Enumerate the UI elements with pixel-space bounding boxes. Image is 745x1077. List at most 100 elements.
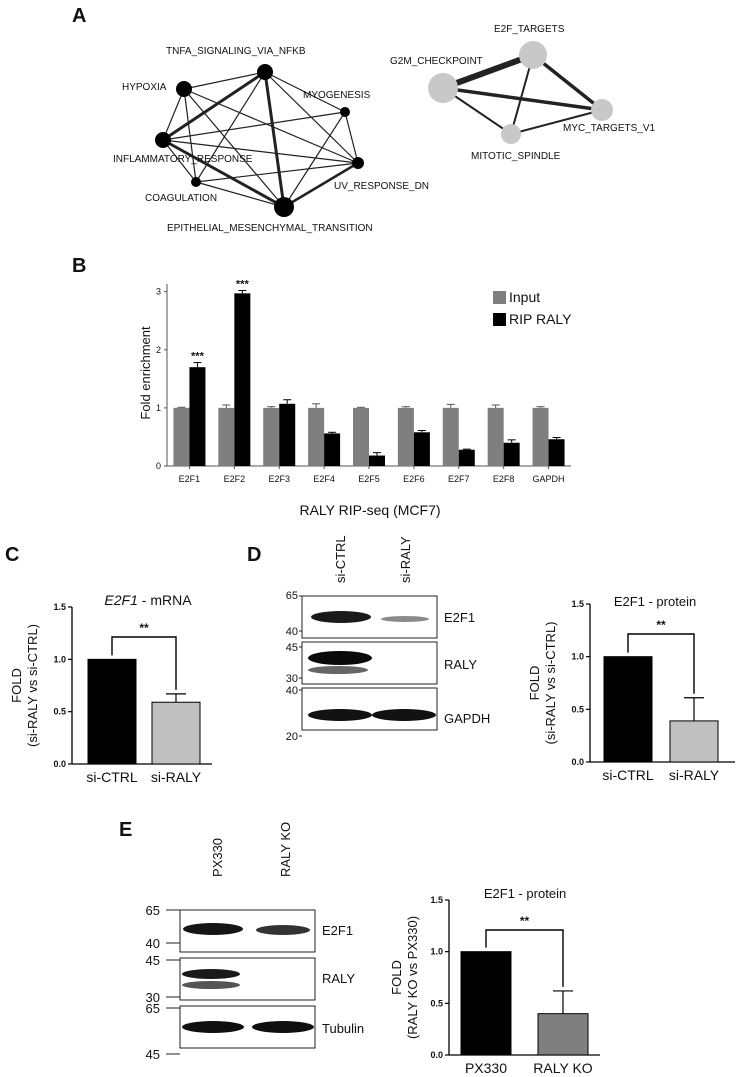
marker-e-45b: 45 (146, 1047, 160, 1062)
x-tick-label-b: E2F4 (313, 474, 335, 484)
node-label-tnfa: TNFA_SIGNALING_VIA_NFKB (166, 46, 306, 57)
chart-e: E2F1 - protein 0.0 0.5 1.0 1.5 FOLD (RALY KO v… (389, 886, 600, 1076)
bar-b (487, 407, 504, 466)
bar-b (308, 407, 325, 466)
panel-label-a: A (72, 5, 86, 27)
blot-e: PX330 RALY KO 65 40 45 30 65 45 E2F1 (146, 822, 365, 1062)
x-tick-label-c: si-RALY (151, 769, 202, 785)
bar-d (603, 656, 653, 763)
y-tick-label-d: 1.0 (571, 652, 584, 662)
x-tick-label-b: E2F3 (268, 474, 290, 484)
x-tick-label-c: si-CTRL (86, 769, 138, 785)
node-label-myc-targets: MYC_TARGETS_V1 (563, 123, 655, 134)
bar-e (460, 951, 512, 1056)
x-tick-label-b: E2F6 (403, 474, 425, 484)
x-tick-label-d: si-RALY (669, 767, 720, 783)
node-label-hypoxia: HYPOXIA (122, 82, 167, 93)
lane-label-px330: PX330 (210, 838, 225, 877)
bar-b (189, 367, 206, 466)
marker-d-40b: 40 (286, 685, 298, 697)
bar-c (151, 701, 201, 765)
band-d-raly-ctrl-lower (308, 666, 368, 674)
node-label-e2f-targets: E2F_TARGETS (494, 24, 565, 35)
y-axis-label-line1-e: FOLD (389, 960, 404, 995)
network-left-nodes (155, 64, 364, 217)
y-tick-label-c: 1.5 (53, 602, 66, 612)
bar-b (279, 403, 296, 466)
lane-label-raly-ko: RALY KO (278, 822, 293, 877)
marker-d-40a: 40 (286, 626, 298, 638)
bar-b (369, 455, 385, 466)
panel-label-c: C (5, 544, 19, 566)
significance-bracket-d (627, 633, 695, 694)
y-tick-label-c: 0.5 (53, 707, 66, 717)
node-emt (274, 197, 294, 217)
y-tick-label-d: 0.0 (571, 757, 584, 767)
chart-title-gene: E2F1 (104, 592, 137, 608)
band-label-e-tubulin: Tubulin (322, 1021, 364, 1036)
network-right-nodes (428, 41, 613, 144)
chart-c: E2F1 - mRNA 0.0 0.5 1.0 1.5 FOLD (si-RALY vs s… (9, 592, 212, 785)
band-e-raly-px330-lower (182, 981, 240, 989)
band-d-e2f1-ctrl (311, 611, 371, 623)
y-axis-label-line1-c: FOLD (9, 668, 24, 703)
y-tick-label-e: 0.5 (430, 998, 443, 1008)
band-e-tubulin-px330 (182, 1021, 244, 1033)
node-hypoxia (176, 81, 192, 97)
network-right-labels: E2F_TARGETS G2M_CHECKPOINT MYC_TARGETS_V… (390, 24, 655, 162)
band-e-e2f1-ko (256, 925, 310, 935)
x-tick-label-b: E2F5 (358, 474, 380, 484)
node-coagulation (191, 177, 201, 187)
chart-d: E2F1 - protein 0.0 0.5 1.0 1.5 FOLD (si-RALY v… (527, 594, 735, 783)
bar-b (532, 407, 549, 466)
y-tick-label-b: 0 (156, 461, 161, 471)
legend-label-b: Input (509, 289, 540, 305)
x-tick-label-e: RALY KO (533, 1060, 593, 1076)
node-myc-targets (591, 99, 613, 121)
node-label-coagulation: COAGULATION (145, 193, 217, 204)
y-tick-label-c: 1.0 (53, 654, 66, 664)
legend-swatch-b (493, 291, 506, 304)
marker-e-65b: 65 (146, 1001, 160, 1016)
marker-d-45: 45 (286, 642, 298, 654)
marker-d-30: 30 (286, 673, 298, 685)
blot-d-gapdh-panel (301, 687, 438, 731)
bar-e (537, 1013, 589, 1056)
bar-b (324, 433, 341, 466)
x-tick-label-b: GAPDH (533, 474, 565, 484)
chart-title-e: E2F1 - protein (484, 886, 566, 901)
panel-label-b: B (72, 255, 86, 277)
blot-e-raly-panel (179, 957, 316, 1001)
y-axis-label-line1-d: FOLD (527, 666, 542, 701)
bar-c (87, 658, 137, 765)
y-axis-label-line2-e: (RALY KO vs PX330) (405, 916, 420, 1039)
band-d-raly-ctrl (308, 651, 372, 665)
significance-b: *** (236, 278, 250, 290)
node-label-mitotic-spindle: MITOTIC_SPINDLE (471, 151, 561, 162)
x-tick-label-e: PX330 (465, 1060, 507, 1076)
y-tick-label-b: 2 (156, 345, 161, 355)
y-axis-label-line2-c: (si-RALY vs si-CTRL) (25, 624, 40, 747)
x-tick-label-b: E2F2 (224, 474, 246, 484)
bar-d (669, 720, 719, 763)
band-label-e-e2f1: E2F1 (322, 923, 353, 938)
bar-b (234, 293, 251, 466)
node-mitotic-spindle (501, 124, 521, 144)
y-axis-label-line2-d: (si-RALY vs si-CTRL) (543, 621, 558, 744)
band-d-gapdh-ctrl (308, 709, 372, 721)
bar-b (173, 407, 190, 466)
bar-b (503, 442, 520, 466)
chart-title-suffix: - mRNA (138, 592, 192, 608)
band-e-tubulin-ko (252, 1021, 314, 1033)
lane-label-si-raly: si-RALY (398, 536, 413, 583)
lane-label-si-ctrl: si-CTRL (333, 535, 348, 583)
band-label-d-raly: RALY (444, 657, 477, 672)
bar-b (353, 407, 369, 466)
node-g2m-checkpoint (428, 73, 458, 103)
band-d-e2f1-raly (381, 616, 429, 622)
significance-c: ** (139, 621, 149, 635)
band-label-d-e2f1: E2F1 (444, 610, 475, 625)
band-e-e2f1-px330 (183, 923, 243, 935)
chart-b: 0 1 2 3 E2F1 E2F2 E2F3 E2F4 E2F5 E2F6 E2F7 E2F8 GAPD… (138, 278, 572, 518)
